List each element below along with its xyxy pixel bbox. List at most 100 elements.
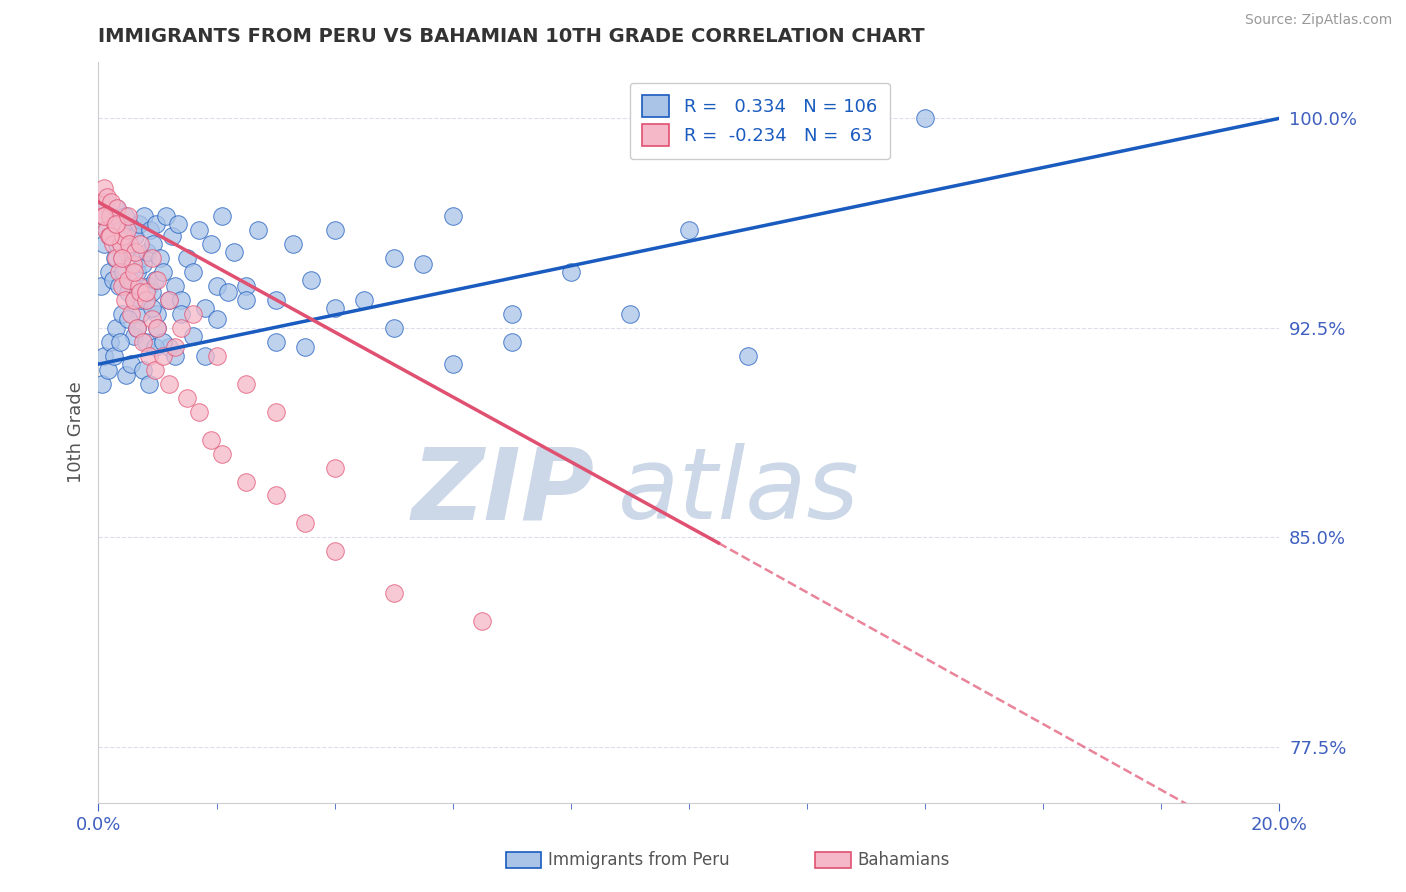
Point — [737, 349, 759, 363]
Point — [108, 334, 131, 349]
Point — [170, 293, 193, 307]
Point — [235, 376, 257, 391]
Point — [111, 279, 134, 293]
Point — [96, 189, 118, 203]
Point — [96, 223, 118, 237]
Point — [146, 273, 169, 287]
Point — [114, 368, 136, 383]
Point — [127, 321, 149, 335]
Point — [118, 237, 141, 252]
Point — [98, 228, 121, 243]
Point — [143, 340, 166, 354]
Point — [122, 293, 145, 307]
Point — [122, 293, 145, 307]
Point — [121, 357, 143, 371]
Point — [105, 321, 128, 335]
Point — [115, 245, 138, 260]
Point — [93, 237, 115, 252]
Point — [128, 307, 150, 321]
Point — [128, 285, 150, 299]
Point — [194, 301, 217, 316]
Point — [211, 209, 233, 223]
Point — [135, 245, 157, 260]
Point — [211, 446, 233, 460]
Point — [91, 376, 114, 391]
Point — [105, 237, 128, 252]
Point — [135, 293, 157, 307]
Point — [165, 279, 187, 293]
Point — [117, 209, 139, 223]
Point — [194, 349, 217, 363]
Point — [176, 251, 198, 265]
Point — [108, 265, 131, 279]
Point — [128, 237, 150, 252]
Point — [124, 228, 146, 243]
Text: Source: ZipAtlas.com: Source: ZipAtlas.com — [1244, 13, 1392, 28]
Point — [103, 273, 125, 287]
Point — [117, 285, 139, 299]
Point — [157, 376, 180, 391]
Point — [105, 201, 128, 215]
Point — [132, 334, 155, 349]
Point — [619, 307, 641, 321]
Point — [104, 251, 127, 265]
Point — [93, 349, 115, 363]
Point — [103, 237, 125, 252]
Point — [110, 237, 132, 252]
Point — [152, 265, 174, 279]
Point — [205, 312, 228, 326]
Point — [91, 209, 114, 223]
Point — [122, 265, 145, 279]
Point — [412, 257, 434, 271]
Point — [90, 195, 112, 210]
Point — [141, 251, 163, 265]
Point — [108, 279, 131, 293]
Point — [117, 273, 139, 287]
Point — [323, 460, 346, 475]
Point — [125, 265, 148, 279]
Point — [114, 209, 136, 223]
Point — [141, 301, 163, 316]
Point — [264, 334, 287, 349]
Point — [141, 312, 163, 326]
Point — [114, 293, 136, 307]
Text: IMMIGRANTS FROM PERU VS BAHAMIAN 10TH GRADE CORRELATION CHART: IMMIGRANTS FROM PERU VS BAHAMIAN 10TH GR… — [98, 27, 925, 45]
Point — [152, 349, 174, 363]
Point — [471, 614, 494, 628]
Point — [115, 223, 138, 237]
Point — [157, 293, 180, 307]
Point — [104, 218, 127, 232]
Point — [264, 405, 287, 419]
Point — [323, 301, 346, 316]
Point — [98, 334, 121, 349]
Point — [132, 257, 155, 271]
Point — [146, 321, 169, 335]
Point — [111, 251, 134, 265]
Point — [105, 218, 128, 232]
Point — [235, 475, 257, 489]
Point — [157, 293, 180, 307]
Point — [382, 586, 405, 600]
Point — [235, 293, 257, 307]
Point — [560, 265, 582, 279]
Point — [235, 279, 257, 293]
Point — [162, 228, 183, 243]
Text: Bahamians: Bahamians — [858, 851, 950, 869]
Point — [181, 307, 204, 321]
Point — [205, 279, 228, 293]
Point — [94, 223, 117, 237]
Point — [176, 391, 198, 405]
Point — [98, 265, 121, 279]
Point — [246, 223, 269, 237]
Point — [100, 209, 122, 223]
Point — [353, 293, 375, 307]
Point — [129, 251, 152, 265]
Point — [105, 251, 128, 265]
Point — [181, 265, 204, 279]
Point — [200, 237, 222, 252]
Point — [152, 334, 174, 349]
Point — [146, 321, 169, 335]
Point — [128, 279, 150, 293]
Text: atlas: atlas — [619, 443, 859, 541]
Point — [149, 251, 172, 265]
